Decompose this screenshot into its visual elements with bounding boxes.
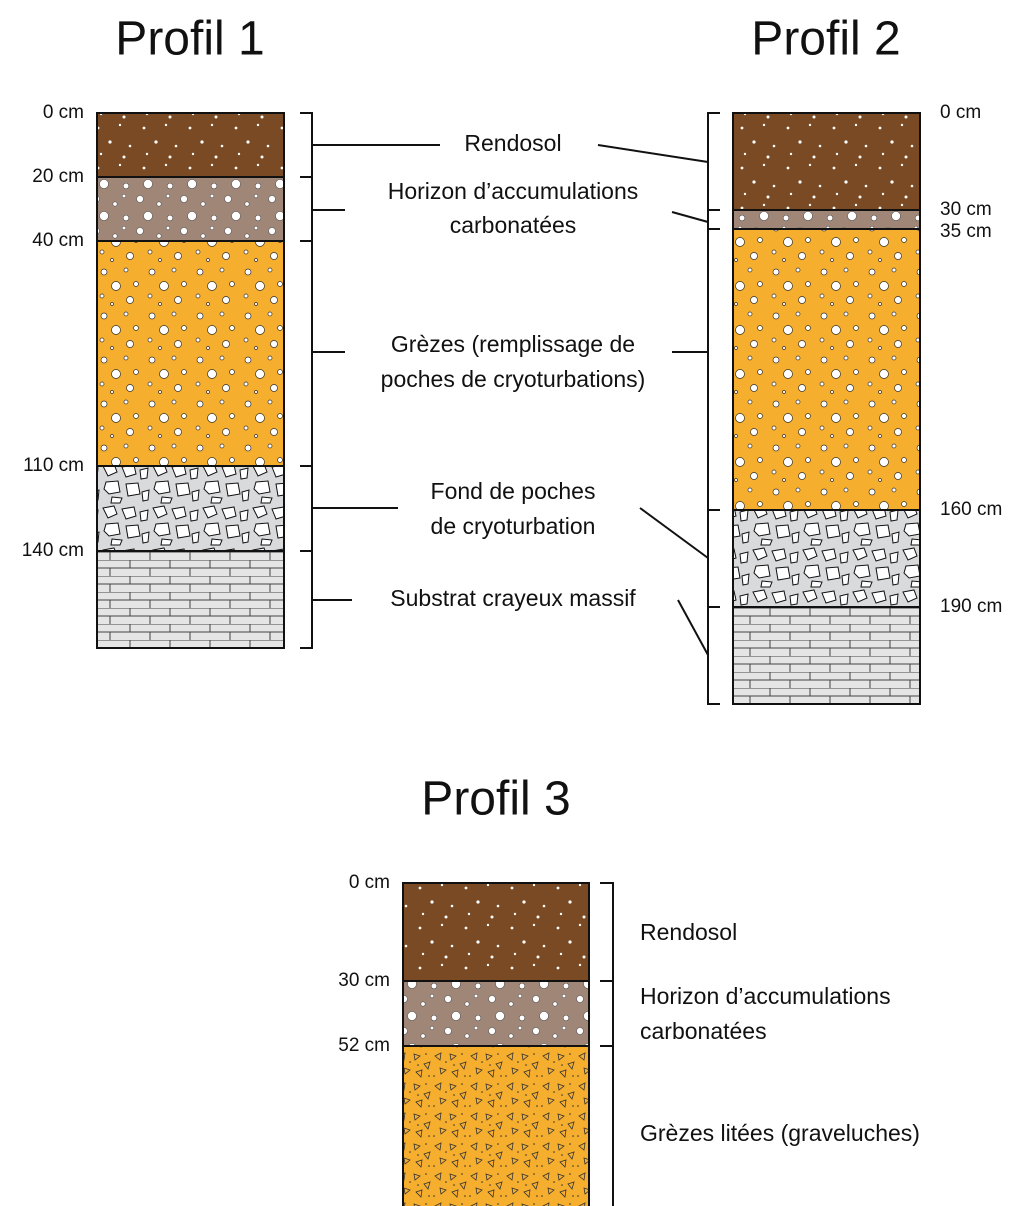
depth-label: 140 cm [22,540,84,561]
depth-label: 0 cm [940,102,981,123]
profile-title: Profil 2 [751,13,900,66]
depth-label: 40 cm [32,230,84,251]
legend-label: Substrat crayeux massif [390,585,636,611]
bracket [600,882,614,1206]
legend-label: Rendosol [640,919,737,945]
profile-title: Profil 3 [421,773,570,826]
depth-label: 190 cm [940,596,1002,617]
bracket [707,112,720,705]
depth-label: 35 cm [940,221,992,242]
legend-label: carbonatées [640,1018,767,1044]
bracket [300,112,313,649]
depth-label: 160 cm [940,499,1002,520]
legend-label: Horizon d’accumulations [388,178,639,204]
depth-label: 30 cm [940,199,992,220]
depth-label: 0 cm [43,102,84,123]
depth-label: 20 cm [32,166,84,187]
legend-label: Grèzes litées (graveluches) [640,1120,920,1146]
legend-label: carbonatées [450,212,577,238]
legend-label: Horizon d’accumulations [640,983,891,1009]
depth-label: 52 cm [338,1035,390,1056]
depth-label: 110 cm [23,455,84,476]
depth-label: 30 cm [338,970,390,991]
profile-column [96,112,285,649]
leader-line [312,144,709,656]
depth-label: 0 cm [349,872,390,893]
legend-label: Grèzes (remplissage de [391,331,635,357]
legend-label: Fond de poches [431,478,596,504]
legend-label: Rendosol [464,130,561,156]
legend-label: poches de cryoturbations) [381,366,646,392]
profile-column [402,882,590,1206]
profile-title: Profil 1 [115,13,264,66]
profile-column [732,112,921,705]
legend-label: de cryoturbation [431,513,596,539]
